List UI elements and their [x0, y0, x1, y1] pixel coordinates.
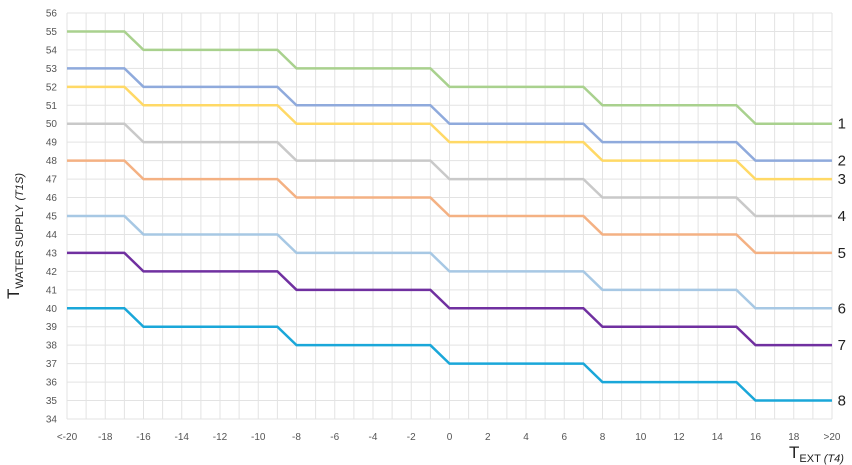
y-tick-label: 44	[46, 230, 58, 241]
x-tick-label: -14	[175, 432, 190, 443]
y-tick-label: 56	[46, 9, 58, 20]
x-tick-label: -18	[98, 432, 113, 443]
x-axis-title: TEXT (T4)	[789, 443, 844, 465]
y-tick-label: 51	[46, 101, 58, 112]
series-label-5: 5	[838, 245, 846, 262]
y-tick-label: 45	[46, 212, 58, 223]
series-line-7	[67, 251, 832, 347]
y-axis-ticks: 34 35 36 37 38 39 40 41 42 43 44 45 46 47 48 49 50 51 52 53…	[46, 9, 58, 426]
x-tick-label: -6	[330, 432, 339, 443]
series-line-1	[67, 30, 832, 125]
series-line-5	[67, 159, 832, 255]
x-tick-label: -16	[136, 432, 151, 443]
x-tick-label: 6	[561, 432, 567, 443]
x-tick-label: 12	[673, 432, 685, 443]
series-label-7: 7	[838, 337, 846, 354]
x-tick-label: <-20	[57, 432, 78, 443]
x-tick-label: 8	[600, 432, 606, 443]
x-axis-title-sub: EXT	[799, 453, 821, 465]
x-tick-label: -2	[407, 432, 416, 443]
x-tick-label: -12	[213, 432, 228, 443]
series-label-6: 6	[838, 300, 846, 317]
y-tick-label: 38	[46, 341, 58, 352]
x-axis-title-italic: (T4)	[824, 453, 845, 465]
x-tick-label: -4	[369, 432, 378, 443]
x-axis-title-main: T	[789, 443, 799, 462]
x-tick-label: 10	[635, 432, 647, 443]
y-tick-label: 48	[46, 156, 58, 167]
y-tick-label: 49	[46, 138, 58, 149]
series-line-3	[67, 85, 832, 181]
y-tick-label: 47	[46, 175, 58, 186]
y-tick-label: 50	[46, 119, 58, 130]
series-line-4	[67, 122, 832, 218]
x-tick-label: -10	[251, 432, 266, 443]
y-axis-title-main: T	[4, 289, 23, 299]
y-tick-label: 42	[46, 267, 58, 278]
series-line-2	[67, 67, 832, 162]
series-label-8: 8	[838, 393, 846, 410]
y-tick-label: 40	[46, 304, 58, 315]
series-label-4: 4	[838, 208, 846, 225]
series-line-6	[67, 214, 832, 310]
x-tick-label: 4	[523, 432, 529, 443]
x-tick-label: -8	[292, 432, 301, 443]
y-tick-label: 41	[46, 285, 58, 296]
series-label-2: 2	[838, 153, 846, 170]
x-axis-ticks: <-20 -18 -16 -14 -12 -10 -8 -6 -4 -2 0 2 4 6 8 10 12 14 16…	[57, 432, 841, 443]
series-label-3: 3	[838, 171, 846, 188]
y-tick-label: 39	[46, 322, 58, 333]
y-tick-label: 35	[46, 396, 58, 407]
y-tick-label: 34	[46, 415, 58, 426]
x-tick-label: 16	[750, 432, 762, 443]
y-tick-label: 43	[46, 248, 58, 259]
y-tick-label: 55	[46, 27, 58, 38]
series-group	[67, 30, 832, 402]
x-tick-label: 2	[485, 432, 491, 443]
y-tick-label: 54	[46, 45, 58, 56]
y-axis-title-sub: WATER SUPPLY	[14, 204, 26, 289]
y-tick-label: 37	[46, 359, 58, 370]
series-line-8	[67, 307, 832, 402]
y-axis-title: TWATER SUPPLY (T1S)	[4, 173, 26, 299]
series-label-1: 1	[838, 116, 846, 133]
y-tick-label: 52	[46, 82, 58, 93]
y-tick-label: 53	[46, 64, 58, 75]
x-tick-label: 14	[712, 432, 724, 443]
x-tick-label: >20	[824, 432, 841, 443]
y-axis-title-italic: (T1S)	[14, 173, 26, 201]
x-tick-label: 18	[788, 432, 800, 443]
y-tick-label: 36	[46, 378, 58, 389]
x-tick-label: 0	[447, 432, 453, 443]
y-tick-label: 46	[46, 193, 58, 204]
